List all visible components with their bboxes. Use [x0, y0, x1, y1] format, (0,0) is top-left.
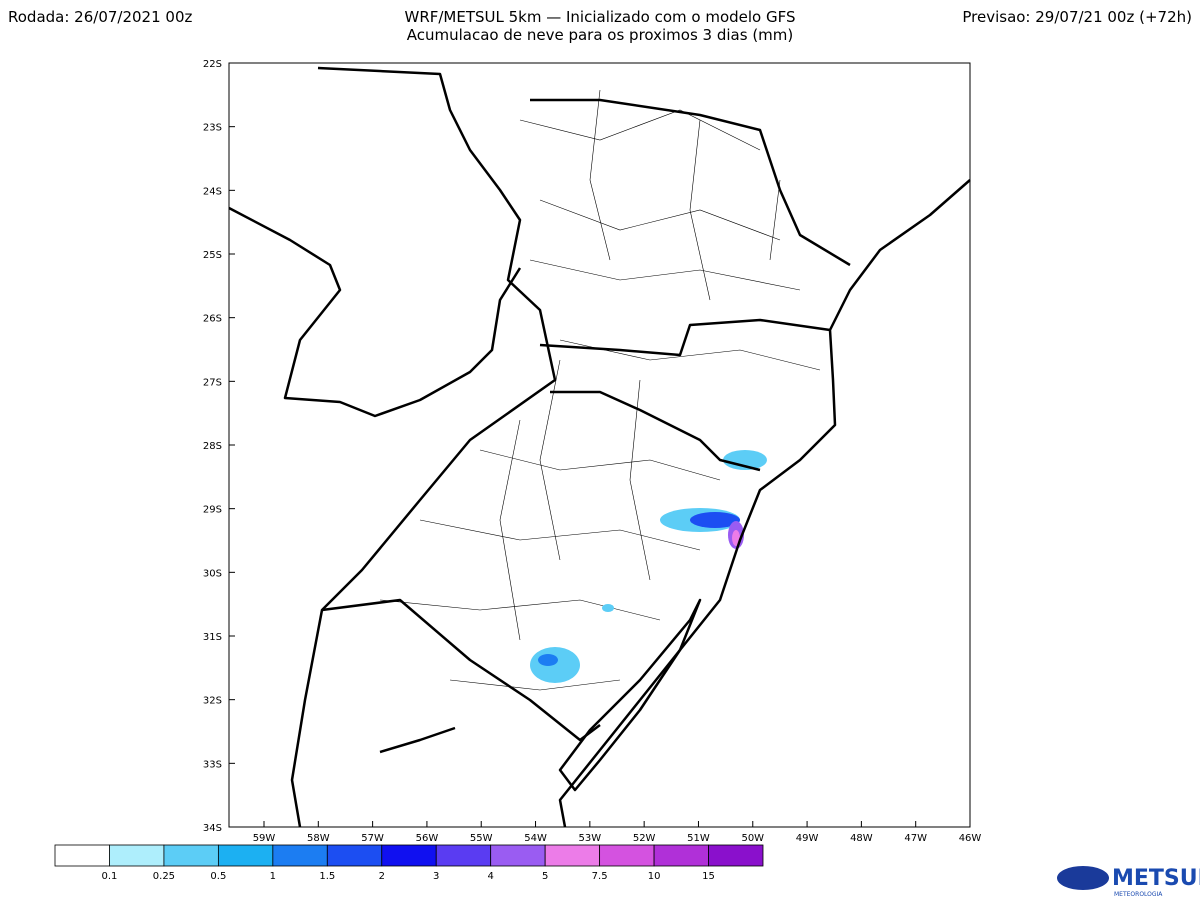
lat-label: 25S	[203, 250, 222, 261]
colorbar-swatch	[109, 844, 165, 867]
lat-label: 29S	[203, 505, 222, 516]
colorbar-label: 7.5	[592, 871, 608, 882]
colorbar-label: 15	[702, 871, 715, 882]
lon-label: 49W	[796, 833, 819, 844]
colorbar-label: 1	[270, 871, 276, 882]
colorbar-swatch	[490, 844, 546, 867]
colorbar-swatch	[544, 844, 601, 867]
colorbar-swatch	[217, 844, 274, 867]
colorbar-swatch	[435, 844, 492, 867]
colorbar-swatch	[272, 844, 328, 867]
lat-label: 31S	[203, 632, 222, 643]
colorbar-swatch	[653, 844, 709, 867]
lon-label: 57W	[361, 833, 384, 844]
lat-label: 27S	[203, 377, 222, 388]
title: WRF/METSUL 5km — Inicializado com o mode…	[404, 8, 795, 26]
lon-label: 51W	[687, 833, 710, 844]
colorbar-swatch	[326, 844, 383, 867]
colorbar-label: 0.5	[210, 871, 226, 882]
map	[228, 62, 971, 828]
borders	[228, 66, 971, 828]
lon-labels: 59W 58W 57W 56W 55W 54W 53W 52W 51W 50W 49W 48W 47W 4…	[253, 821, 982, 844]
logo-tagline: METEOROLOGIA	[1114, 891, 1163, 898]
colorbar-swatch	[381, 844, 437, 867]
lon-label: 53W	[579, 833, 602, 844]
logo: METSUL METEOROLOGIA	[1057, 866, 1200, 898]
colorbar-swatch	[54, 844, 110, 867]
colorbar-swatch	[599, 844, 655, 867]
colorbar-label: 5	[542, 871, 548, 882]
forecast-label: Previsao: 29/07/21 00z (+72h)	[962, 8, 1192, 26]
colorbar-label: 2	[379, 871, 385, 882]
lon-label: 52W	[633, 833, 656, 844]
municipal-lines	[379, 89, 821, 691]
map-frame	[228, 62, 971, 828]
colorbar-label: 4	[488, 871, 494, 882]
lat-label: 22S	[203, 59, 222, 70]
lon-label: 48W	[850, 833, 873, 844]
lon-label: 56W	[416, 833, 439, 844]
lat-label: 34S	[203, 823, 222, 834]
lon-label: 54W	[524, 833, 547, 844]
lat-labels: 22S 23S 24S 25S 26S 27S 28S 29S 30S 31S 32S 33S 34S	[203, 59, 235, 834]
lat-label: 23S	[203, 123, 222, 134]
colorbar-label: 3	[433, 871, 439, 882]
lat-label: 30S	[203, 568, 222, 579]
lat-label: 28S	[203, 441, 222, 452]
colorbar-label: 0.25	[153, 871, 175, 882]
run-label: Rodada: 26/07/2021 00z	[8, 8, 192, 26]
lon-label: 46W	[959, 833, 982, 844]
lon-label: 59W	[253, 833, 276, 844]
logo-name: METSUL	[1112, 866, 1200, 891]
colorbar-swatch	[163, 844, 219, 867]
lon-label: 55W	[470, 833, 493, 844]
lat-label: 33S	[203, 759, 222, 770]
logo-icon	[1057, 866, 1109, 890]
lat-label: 26S	[203, 314, 222, 325]
colorbar-label: 0.1	[102, 871, 118, 882]
lat-label: 32S	[203, 696, 222, 707]
lon-label: 50W	[741, 833, 764, 844]
lat-label: 24S	[203, 186, 222, 197]
colorbar: 0.1 0.25 0.5 1 1.5 2 3 4 5 7.5 10 15	[54, 844, 764, 882]
colorbar-label: 10	[648, 871, 661, 882]
lon-label: 47W	[904, 833, 927, 844]
subtitle: Acumulacao de neve para os proximos 3 di…	[407, 26, 794, 44]
colorbar-label: 1.5	[319, 871, 335, 882]
colorbar-swatch	[708, 844, 764, 867]
lon-label: 58W	[307, 833, 330, 844]
